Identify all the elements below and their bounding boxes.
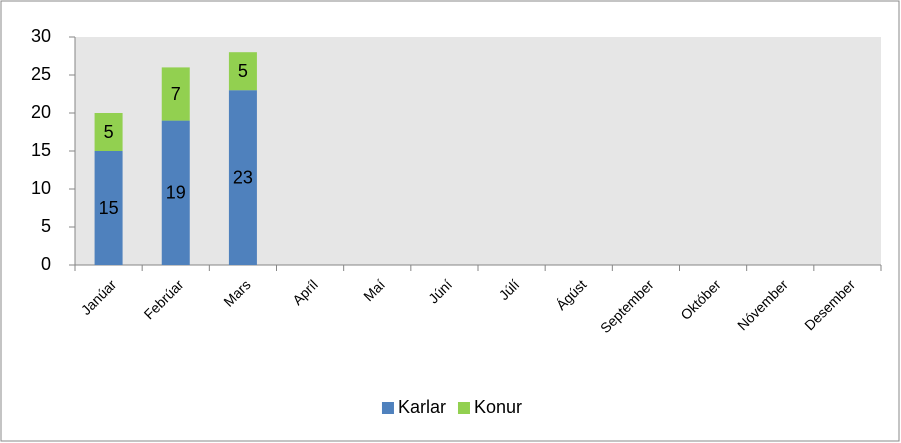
data-label: 5 [104,122,114,142]
bar-segment [94,151,123,265]
legend-swatch [457,402,470,414]
data-label: 19 [166,183,186,203]
data-label: 23 [233,167,253,187]
y-tick-label: 15 [31,140,51,160]
y-tick-label: 10 [31,178,51,198]
legend-swatch [381,402,394,414]
data-label: 7 [171,84,181,104]
data-label: 15 [99,198,119,218]
y-tick-label: 25 [31,64,51,84]
y-tick-label: 5 [41,216,51,236]
bar-segment [94,113,123,151]
bar-segment [161,120,190,265]
bar-segment [161,67,190,121]
data-label: 5 [238,61,248,81]
bar-segment [228,52,257,91]
plot-area [75,37,881,265]
bar-segment [228,90,257,265]
legend-label: Konur [474,397,522,417]
y-tick-label: 0 [41,254,51,274]
y-tick-label: 20 [31,102,51,122]
legend-label: Karlar [398,397,446,417]
y-tick-label: 30 [31,26,51,46]
